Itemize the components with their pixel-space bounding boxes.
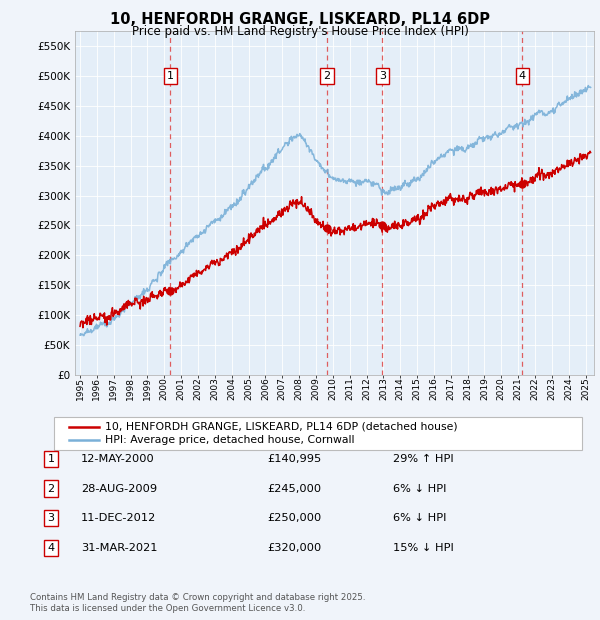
- Text: 28-AUG-2009: 28-AUG-2009: [81, 484, 157, 494]
- Text: 2015: 2015: [413, 378, 422, 401]
- Text: 2002: 2002: [194, 378, 203, 400]
- Text: 2023: 2023: [547, 378, 556, 400]
- Text: 1: 1: [47, 454, 55, 464]
- Text: 2005: 2005: [244, 378, 253, 401]
- Text: 31-MAR-2021: 31-MAR-2021: [81, 543, 157, 553]
- Text: 2003: 2003: [211, 378, 220, 401]
- Text: 4: 4: [519, 71, 526, 81]
- Text: 2019: 2019: [480, 378, 489, 401]
- Text: 1: 1: [167, 71, 174, 81]
- Text: 2021: 2021: [514, 378, 523, 400]
- Text: £140,995: £140,995: [267, 454, 321, 464]
- Text: 10, HENFORDH GRANGE, LISKEARD, PL14 6DP (detached house): 10, HENFORDH GRANGE, LISKEARD, PL14 6DP …: [105, 422, 458, 432]
- Text: £320,000: £320,000: [267, 543, 321, 553]
- Text: 2009: 2009: [311, 378, 320, 401]
- Text: 2004: 2004: [227, 378, 236, 400]
- Text: HPI: Average price, detached house, Cornwall: HPI: Average price, detached house, Corn…: [105, 435, 355, 446]
- Text: Price paid vs. HM Land Registry's House Price Index (HPI): Price paid vs. HM Land Registry's House …: [131, 25, 469, 38]
- Text: 2: 2: [323, 71, 331, 81]
- Text: 6% ↓ HPI: 6% ↓ HPI: [393, 484, 446, 494]
- Text: 1999: 1999: [143, 378, 152, 401]
- Text: 1998: 1998: [126, 378, 135, 401]
- Text: 2001: 2001: [176, 378, 185, 401]
- Text: 2008: 2008: [295, 378, 304, 401]
- Text: 2: 2: [47, 484, 55, 494]
- Text: 12-MAY-2000: 12-MAY-2000: [81, 454, 155, 464]
- Text: 3: 3: [379, 71, 386, 81]
- Text: 2020: 2020: [497, 378, 506, 400]
- Text: 2010: 2010: [328, 378, 337, 401]
- Text: 29% ↑ HPI: 29% ↑ HPI: [393, 454, 454, 464]
- Text: 10, HENFORDH GRANGE, LISKEARD, PL14 6DP: 10, HENFORDH GRANGE, LISKEARD, PL14 6DP: [110, 12, 490, 27]
- Text: £245,000: £245,000: [267, 484, 321, 494]
- Text: 2017: 2017: [446, 378, 455, 401]
- Text: 2013: 2013: [379, 378, 388, 401]
- Text: 2014: 2014: [396, 378, 405, 400]
- Text: 2007: 2007: [278, 378, 287, 401]
- Text: 1996: 1996: [92, 378, 101, 401]
- Text: 3: 3: [47, 513, 55, 523]
- Text: £250,000: £250,000: [267, 513, 321, 523]
- Text: 15% ↓ HPI: 15% ↓ HPI: [393, 543, 454, 553]
- Text: 2011: 2011: [345, 378, 354, 401]
- Text: 2000: 2000: [160, 378, 169, 401]
- Text: 2022: 2022: [530, 378, 539, 400]
- Text: 2025: 2025: [581, 378, 590, 400]
- Text: 1997: 1997: [109, 378, 118, 401]
- Text: 1995: 1995: [76, 378, 85, 401]
- Text: 2024: 2024: [564, 378, 573, 400]
- Text: 2018: 2018: [463, 378, 472, 401]
- Text: 11-DEC-2012: 11-DEC-2012: [81, 513, 156, 523]
- Text: 2006: 2006: [261, 378, 270, 401]
- Text: 6% ↓ HPI: 6% ↓ HPI: [393, 513, 446, 523]
- Text: 2016: 2016: [430, 378, 439, 401]
- Text: Contains HM Land Registry data © Crown copyright and database right 2025.
This d: Contains HM Land Registry data © Crown c…: [30, 593, 365, 613]
- Text: 2012: 2012: [362, 378, 371, 400]
- Text: 4: 4: [47, 543, 55, 553]
